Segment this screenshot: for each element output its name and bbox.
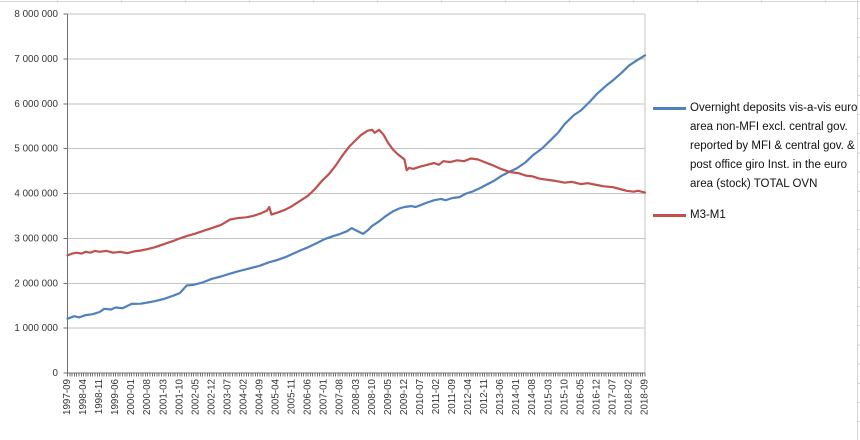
legend-entry-m3-m1[interactable]: M3-M1 xyxy=(653,206,860,225)
x-axis-label: 2000-01 xyxy=(126,379,137,415)
x-axis-label: 2006-06 xyxy=(303,378,314,415)
x-axis-label: 2001-10 xyxy=(174,378,185,415)
x-axis-label: 1999-06 xyxy=(110,378,121,415)
legend-label-overnight-deposits: Overnight deposits vis-a-vis euro area no… xyxy=(690,99,860,194)
x-axis-label: 2007-08 xyxy=(335,378,346,415)
x-axis-label: 2002-12 xyxy=(206,379,217,415)
y-axis-label: 3 000 000 xyxy=(14,233,58,244)
x-axis-label: 2014-01 xyxy=(511,379,522,415)
legend-label-line: Overnight deposits vis-a-vis euro xyxy=(690,102,858,114)
legend-line-sample-blue xyxy=(653,107,686,110)
y-axis-label: 5 000 000 xyxy=(14,144,58,155)
x-axis-label: 2001-03 xyxy=(158,378,169,415)
x-axis-label: 2009-05 xyxy=(383,378,394,415)
x-axis-label: 1998-04 xyxy=(78,378,89,415)
y-axis-label: 8 000 000 xyxy=(14,9,58,20)
x-axis-label: 2008-03 xyxy=(351,378,362,415)
series-line-ovn xyxy=(66,54,647,320)
legend-label-m3-m1: M3-M1 xyxy=(690,209,726,221)
x-axis-label: 2004-02 xyxy=(238,379,249,415)
y-axis-label: 0 xyxy=(53,368,59,379)
x-axis-label: 2011-02 xyxy=(431,379,442,414)
x-axis-label: 2002-05 xyxy=(190,378,201,415)
x-axis-label: 2010-07 xyxy=(415,379,426,415)
legend-line-sample-red xyxy=(653,214,686,217)
x-axis-label: 1998-11 xyxy=(94,379,105,414)
y-axis-label: 4 000 000 xyxy=(14,189,58,200)
x-axis-label: 2018-02 xyxy=(623,379,634,415)
x-axis-label: 2000-08 xyxy=(142,378,153,415)
x-axis-label: 2009-12 xyxy=(399,379,410,415)
x-axis-label: 2013-06 xyxy=(495,378,506,415)
legend-label-line: post office giro Inst. in the euro xyxy=(690,159,848,171)
x-axis-label: 2015-10 xyxy=(559,378,570,415)
x-axis-label: 2004-09 xyxy=(255,379,266,415)
x-axis-label: 2007-01 xyxy=(319,379,330,415)
y-axis-label: 2 000 000 xyxy=(14,278,58,289)
x-axis-label: 1997-09 xyxy=(62,379,73,415)
x-axis-label: 2015-03 xyxy=(543,378,554,415)
x-axis-label: 2014-08 xyxy=(527,378,538,415)
x-axis-label: 2011-09 xyxy=(447,379,458,414)
x-axis-label: 2008-10 xyxy=(367,378,378,415)
legend-entry-overnight-deposits[interactable]: Overnight deposits vis-a-vis euro area no… xyxy=(653,99,860,194)
legend-label-line: area (stock) TOTAL OVN xyxy=(690,178,818,190)
series-line-m3m1 xyxy=(66,128,647,257)
y-axis-label: 1 000 000 xyxy=(14,323,58,334)
legend-label-line: area non-MFI excl. central gov. xyxy=(690,121,848,133)
x-axis-label: 2017-07 xyxy=(607,379,618,415)
x-axis-label: 2003-07 xyxy=(222,379,233,415)
legend-label-line: reported by MFI & central gov. & xyxy=(690,140,855,152)
x-axis-label: 2016-05 xyxy=(575,378,586,415)
x-axis-label: 2012-04 xyxy=(463,378,474,415)
x-axis-label: 2005-04 xyxy=(271,378,282,415)
x-axis-label: 2016-12 xyxy=(591,379,602,415)
y-axis-label: 7 000 000 xyxy=(14,54,58,65)
x-axis-label: 2005-11 xyxy=(287,379,298,414)
x-axis-label: 2012-11 xyxy=(479,379,490,414)
x-axis-label: 2018-09 xyxy=(640,379,651,415)
y-axis-label: 6 000 000 xyxy=(14,99,58,110)
